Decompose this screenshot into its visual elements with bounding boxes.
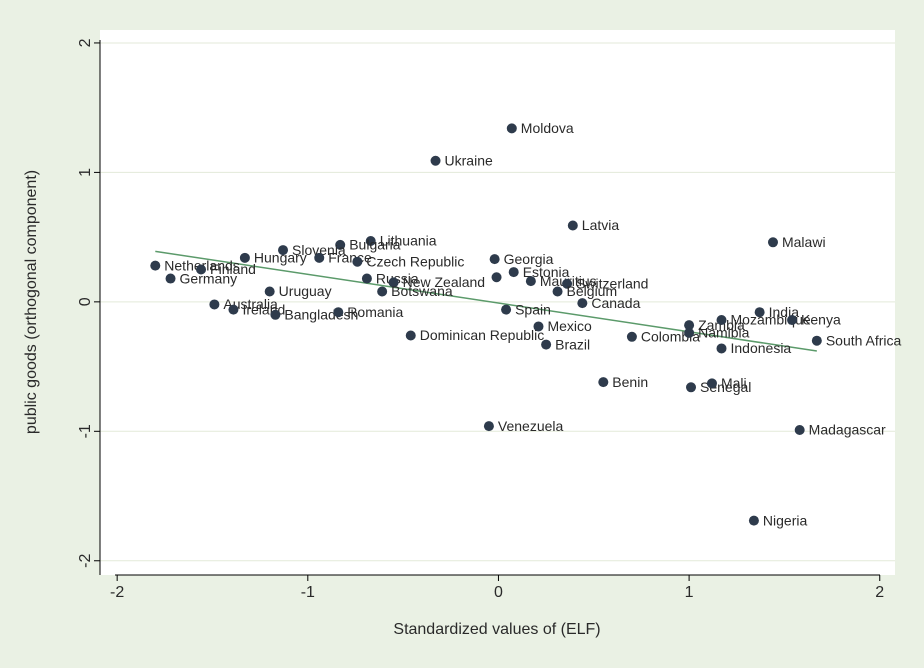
point (150, 261, 160, 271)
point (717, 343, 727, 353)
x-tick-label: 0 (494, 584, 503, 601)
point (627, 332, 637, 342)
point (749, 516, 759, 526)
point-label: Madagascar (809, 422, 886, 438)
point-label: Botswana (391, 283, 453, 299)
x-tick-label: -2 (110, 584, 124, 601)
y-tick-label: 0 (77, 297, 94, 306)
y-tick-label: 1 (77, 168, 94, 177)
x-axis-label: Standardized values of (ELF) (393, 621, 600, 638)
x-tick-label: 2 (875, 584, 884, 601)
point (362, 274, 372, 284)
point (352, 257, 362, 267)
point (377, 286, 387, 296)
point (686, 382, 696, 392)
point-label: Moldova (521, 120, 574, 136)
point (577, 298, 587, 308)
point-label: Czech Republic (366, 253, 464, 269)
point-label: Venezuela (498, 418, 564, 434)
point (406, 331, 416, 341)
point (507, 123, 517, 133)
point-label: Hungary (254, 250, 307, 266)
point (501, 305, 511, 315)
point-label: Ukraine (445, 152, 493, 168)
point-label: Mali (721, 375, 747, 391)
point (166, 274, 176, 284)
point-label: Brazil (555, 336, 590, 352)
point-label: Nigeria (763, 512, 808, 528)
point (484, 421, 494, 431)
point-label: Romania (347, 304, 403, 320)
point-label: Dominican Republic (420, 327, 545, 343)
point (314, 253, 324, 263)
y-tick-label: -1 (77, 424, 94, 438)
point (209, 299, 219, 309)
point (431, 156, 441, 166)
point-label: Indonesia (731, 340, 792, 356)
point (795, 425, 805, 435)
point-label: Spain (515, 301, 551, 317)
y-tick-label: -2 (77, 554, 94, 568)
point-label: Kenya (801, 312, 841, 328)
point (755, 307, 765, 317)
point (768, 237, 778, 247)
point (568, 220, 578, 230)
point (684, 328, 694, 338)
point-label: South Africa (826, 332, 902, 348)
point (492, 272, 502, 282)
point (598, 377, 608, 387)
point (270, 310, 280, 320)
point (717, 315, 727, 325)
point-label: Germany (180, 270, 238, 286)
x-tick-label: -1 (301, 584, 315, 601)
point-label: Mexico (547, 318, 592, 334)
point-label: Canada (591, 295, 640, 311)
point (553, 286, 563, 296)
point (333, 307, 343, 317)
point (265, 286, 275, 296)
point (509, 267, 519, 277)
point-label: Latvia (582, 217, 620, 233)
point (787, 315, 797, 325)
y-tick-label: 2 (77, 38, 94, 47)
point (812, 336, 822, 346)
point-label: Malawi (782, 234, 826, 250)
point (490, 254, 500, 264)
chart: Standardized values of (ELF) public good… (0, 0, 924, 668)
x-tick-label: 1 (685, 584, 694, 601)
point (526, 276, 536, 286)
point-label: Benin (612, 374, 648, 390)
point (707, 378, 717, 388)
point (228, 305, 238, 315)
y-axis-label: public goods (orthogonal component) (23, 170, 40, 434)
point-label: Uruguay (279, 283, 332, 299)
